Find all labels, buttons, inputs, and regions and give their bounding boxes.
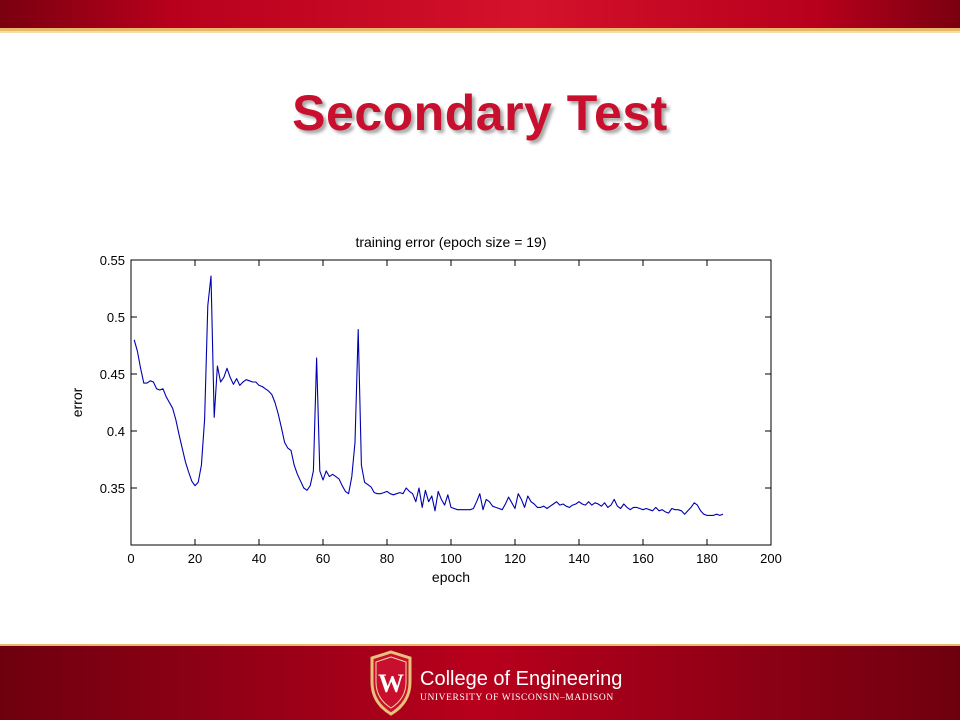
chart-title: training error (epoch size = 19): [355, 234, 546, 250]
x-tick-label: 180: [696, 551, 718, 566]
x-tick-label: 120: [504, 551, 526, 566]
university-name: UNIVERSITY OF WISCONSIN–MADISON: [420, 693, 614, 703]
y-axis-label: error: [69, 387, 85, 417]
y-tick-label: 0.45: [100, 367, 125, 382]
chart-layer: 0 20 40 60 80 100 120 140 160 180 200 0.35 0.4 0.45 0.…: [69, 234, 782, 585]
x-tick-label: 40: [252, 551, 266, 566]
crest-letter: W: [378, 669, 404, 698]
series-line: [133, 275, 724, 516]
x-tick-label: 100: [440, 551, 462, 566]
plot-frame: [130, 259, 772, 546]
x-axis-label: epoch: [432, 569, 470, 585]
bottom-gold-rule: [0, 644, 960, 647]
top-gold-rule-light: [0, 31, 960, 33]
x-tick-label: 200: [760, 551, 782, 566]
x-tick-label: 0: [127, 551, 134, 566]
footer-banner: [0, 646, 960, 720]
x-tick-label: 80: [380, 551, 394, 566]
x-tick-label: 140: [568, 551, 590, 566]
university-crest-logo: W: [370, 650, 412, 716]
y-tick-label: 0.35: [100, 481, 125, 496]
top-banner: [0, 0, 960, 28]
slide-title: Secondary Test: [292, 85, 668, 141]
training-error-chart: 0 20 40 60 80 100 120 140 160 180 200 0.35 0.4 0.45 0.…: [69, 234, 782, 585]
y-tick-label: 0.5: [107, 310, 125, 325]
x-tick-label: 60: [316, 551, 330, 566]
x-tick-label: 20: [188, 551, 202, 566]
college-name: College of Engineering: [420, 668, 623, 690]
y-tick-label: 0.4: [107, 424, 125, 439]
x-tick-label: 160: [632, 551, 654, 566]
y-tick-label: 0.55: [100, 253, 125, 268]
top-gold-rule: [0, 28, 960, 31]
